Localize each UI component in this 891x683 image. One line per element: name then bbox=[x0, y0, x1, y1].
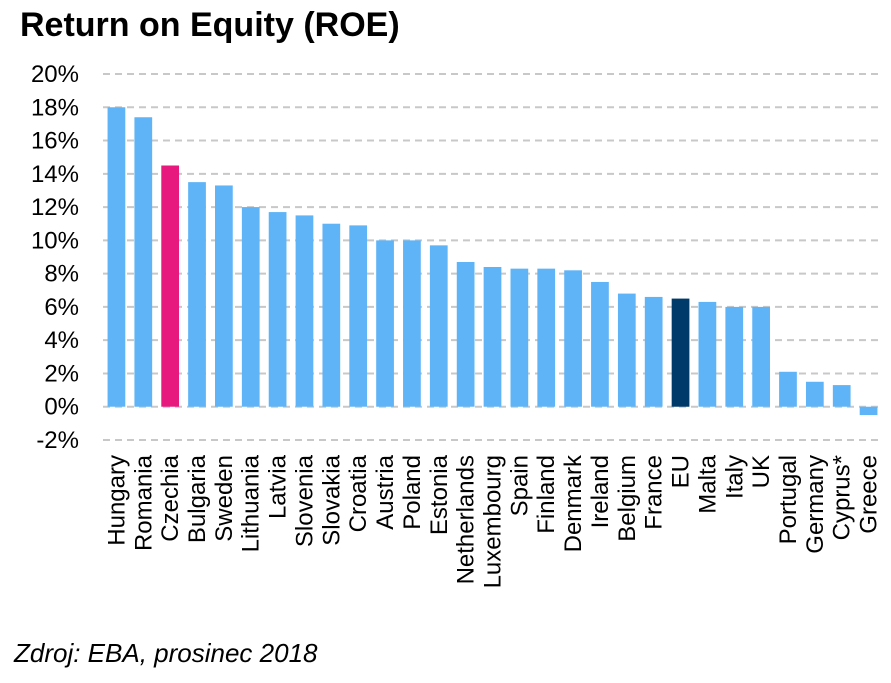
x-tick-label: Slovenia bbox=[291, 454, 318, 547]
bar-latvia bbox=[268, 212, 287, 407]
x-tick-label: Austria bbox=[372, 454, 399, 529]
bar-hungary bbox=[107, 107, 126, 407]
bar-malta bbox=[698, 301, 717, 407]
bar-romania bbox=[134, 117, 153, 407]
y-tick-label: 16% bbox=[31, 128, 79, 155]
x-tick-label: Malta bbox=[694, 454, 721, 513]
x-tick-label: Spain bbox=[506, 455, 533, 516]
x-axis-labels: Hungary Romania Czechia Bulgaria Sweden Lithu… bbox=[103, 454, 882, 588]
bar-france bbox=[644, 296, 663, 407]
source-note: Zdroj: EBA, prosinec 2018 bbox=[14, 638, 318, 668]
y-tick-label: 14% bbox=[31, 161, 79, 188]
y-tick-label: 6% bbox=[44, 294, 79, 321]
x-tick-label: Denmark bbox=[560, 454, 587, 552]
bar-luxembourg bbox=[483, 266, 502, 407]
x-tick-label: Portugal bbox=[775, 455, 802, 544]
x-tick-label: Hungary bbox=[103, 455, 130, 546]
bar-portugal bbox=[779, 371, 797, 407]
bar-bulgaria bbox=[188, 182, 206, 407]
bar-estonia bbox=[429, 245, 448, 407]
x-tick-label: Slovakia bbox=[318, 454, 345, 545]
bar-germany bbox=[805, 381, 824, 407]
x-tick-label: Sweden bbox=[211, 455, 238, 542]
x-tick-label: Poland bbox=[399, 455, 426, 530]
bar-slovakia bbox=[322, 223, 341, 407]
bars bbox=[107, 107, 878, 416]
x-tick-label: Czechia bbox=[157, 454, 184, 541]
x-tick-label: Estonia bbox=[426, 454, 453, 535]
x-tick-label: Croatia bbox=[345, 454, 372, 532]
x-tick-label: Netherlands bbox=[453, 455, 480, 584]
bar-slovenia bbox=[295, 215, 314, 407]
x-tick-label: Latvia bbox=[265, 454, 292, 519]
x-tick-label: Belgium bbox=[614, 455, 641, 542]
x-tick-label: France bbox=[641, 455, 668, 530]
y-tick-label: 18% bbox=[31, 94, 79, 121]
x-tick-label: Bulgaria bbox=[184, 454, 211, 543]
bar-croatia bbox=[349, 225, 368, 407]
y-tick-label: 12% bbox=[31, 194, 79, 221]
x-tick-label: Lithuania bbox=[238, 454, 265, 552]
x-tick-label: Cyprus* bbox=[829, 455, 856, 540]
y-tick-label: 8% bbox=[44, 261, 79, 288]
bar-czechia bbox=[161, 165, 180, 407]
chart-title: Return on Equity (ROE) bbox=[20, 6, 400, 44]
bar-spain bbox=[510, 268, 529, 407]
x-tick-label: Italy bbox=[721, 455, 748, 499]
x-tick-label: Finland bbox=[533, 455, 560, 534]
bar-austria bbox=[376, 240, 394, 407]
x-tick-label: EU bbox=[668, 455, 695, 488]
y-tick-label: -2% bbox=[36, 427, 79, 454]
y-tick-label: 10% bbox=[31, 227, 79, 254]
bar-greece bbox=[859, 406, 878, 416]
bar-ireland bbox=[591, 281, 609, 407]
x-tick-label: Romania bbox=[130, 454, 157, 551]
bar-poland bbox=[403, 240, 421, 407]
y-tick-label: 20% bbox=[31, 61, 79, 88]
x-tick-label: Ireland bbox=[587, 455, 614, 528]
bar-finland bbox=[537, 268, 556, 407]
x-tick-label: Luxembourg bbox=[480, 455, 507, 588]
bar-italy bbox=[725, 306, 744, 407]
y-axis-ticks: 20% 18% 16% 14% 12% 10% 8% 6% 4% 2% 0% -2% bbox=[31, 61, 79, 454]
bar-sweden bbox=[215, 185, 233, 407]
x-tick-label: Germany bbox=[802, 455, 829, 554]
y-tick-label: 2% bbox=[44, 360, 79, 387]
bar-belgium bbox=[617, 293, 636, 407]
x-tick-label: Greece bbox=[856, 455, 883, 534]
bar-netherlands bbox=[456, 261, 475, 407]
bar-uk bbox=[752, 306, 770, 407]
x-tick-label: UK bbox=[748, 455, 775, 488]
y-tick-label: 4% bbox=[44, 327, 79, 354]
y-tick-label: 0% bbox=[44, 394, 79, 421]
bar-denmark bbox=[564, 270, 582, 407]
bar-cyprus bbox=[832, 385, 851, 407]
bar-lithuania bbox=[241, 207, 260, 407]
bar-eu bbox=[671, 298, 690, 407]
